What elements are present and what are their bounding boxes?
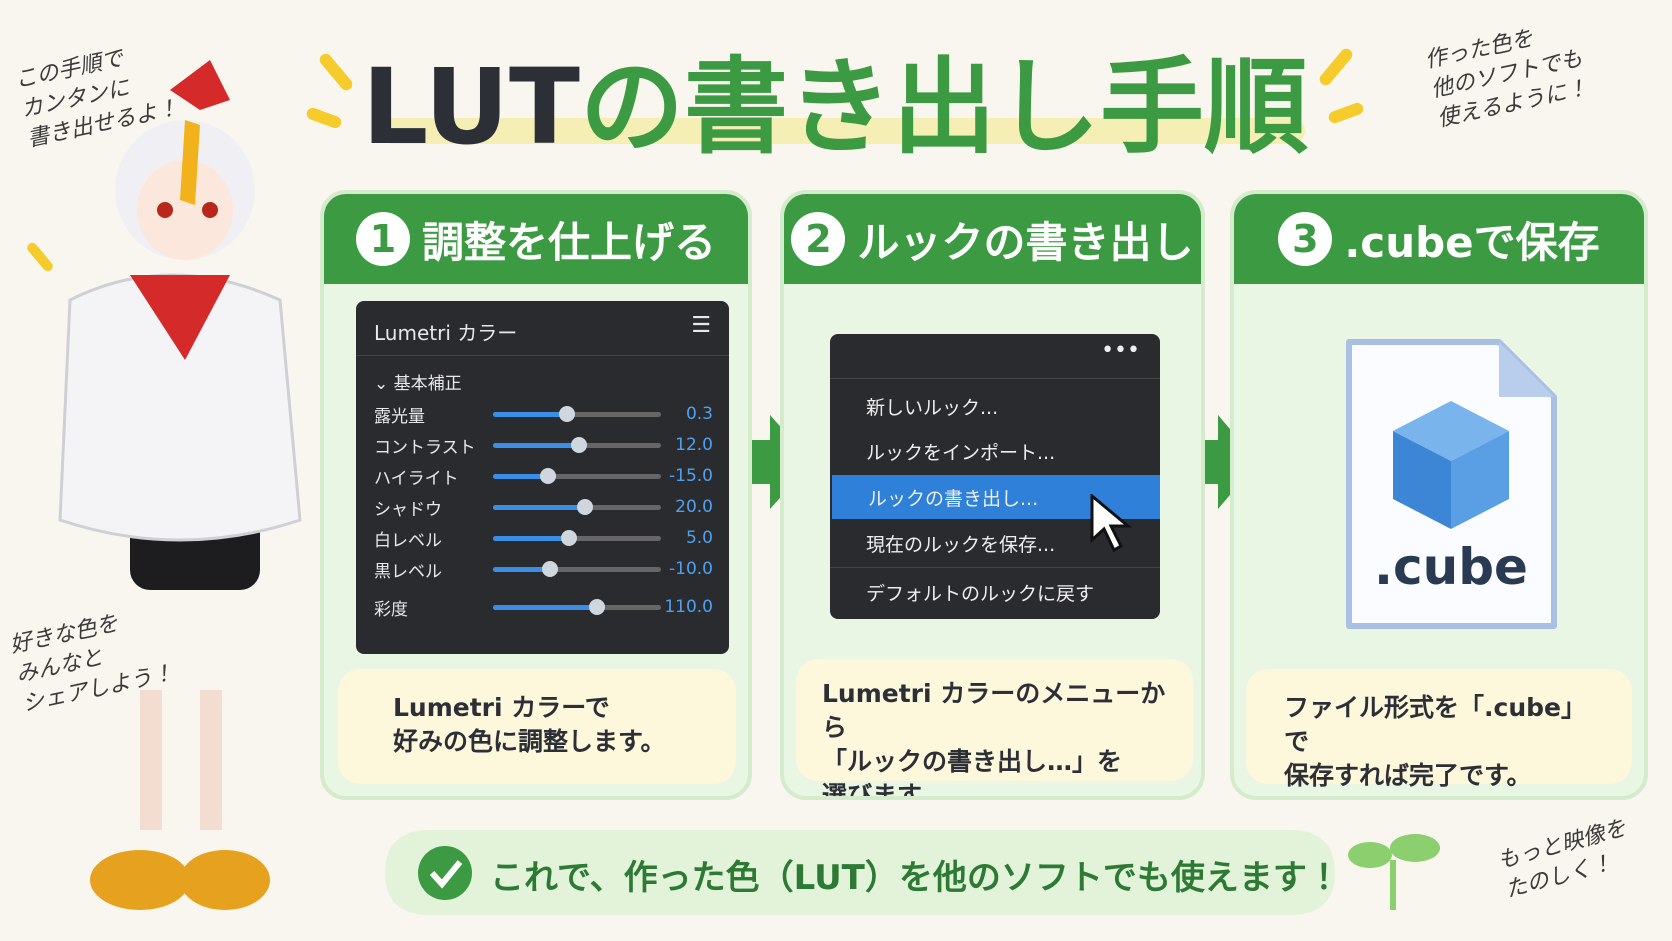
panel-title: Lumetri カラー xyxy=(374,321,518,345)
slider-fill xyxy=(493,504,586,510)
slider-knob xyxy=(558,405,575,422)
caption-line: 保存すれば完了です。 xyxy=(1284,761,1532,790)
step-header: 3 .cubeで保存 xyxy=(1234,194,1644,284)
caption-line: 選びます。 xyxy=(822,781,945,800)
footer-message: これで、作った色（LUT）を他のソフトでも使えます！ xyxy=(490,858,1341,898)
cursor xyxy=(1090,494,1133,553)
step-card: 1 調整を仕上げる Lumetri カラー ☰ ⌄ 基本補正 露光量 0.3 コントラ… xyxy=(320,190,752,800)
divider xyxy=(356,355,729,356)
step-title: .cubeで保存 xyxy=(1344,217,1600,267)
slider-fill xyxy=(493,411,567,417)
divider xyxy=(830,378,1160,379)
slider-value: 5.0 xyxy=(685,528,713,548)
menu-item[interactable]: ルックをインポート... xyxy=(866,441,1056,464)
slider-fill xyxy=(493,604,598,610)
slider-track[interactable] xyxy=(493,436,661,453)
slider-fill xyxy=(493,473,549,479)
title-rest: の書き出し手順 xyxy=(579,46,1308,168)
slider-value: 110.0 xyxy=(664,597,713,617)
slider-knob xyxy=(589,598,606,615)
slider-value: 20.0 xyxy=(675,497,713,517)
divider xyxy=(830,567,1160,568)
step-caption: Lumetri カラーで好みの色に調整します。 xyxy=(338,669,736,784)
lumetri-panel: Lumetri カラー ☰ ⌄ 基本補正 露光量 0.3 コントラスト 12.0 ハイラ… xyxy=(356,301,729,654)
menu-item[interactable]: 新しいルック... xyxy=(866,396,999,419)
slider-value: -15.0 xyxy=(669,466,713,486)
slider-label: 彩度 xyxy=(374,599,408,620)
step-title: 調整を仕上げる xyxy=(421,217,716,267)
menu-item[interactable]: 現在のルックを保存... xyxy=(866,533,1056,556)
slider-label: 露光量 xyxy=(374,406,425,427)
slider-track[interactable] xyxy=(493,560,661,577)
section-title: 基本補正 xyxy=(393,374,462,394)
slider-knob xyxy=(570,436,587,453)
slider-label: シャドウ xyxy=(374,499,442,520)
slider-knob xyxy=(560,529,577,546)
title: LUTの書き出し手順 xyxy=(360,22,1310,173)
slider-knob xyxy=(542,560,559,577)
step-title: ルックの書き出し xyxy=(857,217,1194,267)
slider-row: 露光量 0.3 xyxy=(374,399,713,429)
slider-row: 白レベル 5.0 xyxy=(374,523,713,553)
slider-track[interactable] xyxy=(493,529,661,546)
step-number: 2 xyxy=(791,212,846,266)
step-card: 2 ルックの書き出し ••• 新しいルック... ルックをインポート... ルック… xyxy=(780,190,1205,800)
slider-track[interactable] xyxy=(493,598,661,615)
caption-line: 好みの色に調整します。 xyxy=(393,727,666,756)
slider-fill xyxy=(493,535,569,541)
step-header: 2 ルックの書き出し xyxy=(784,194,1201,284)
step-header: 1 調整を仕上げる xyxy=(324,194,748,284)
step-caption: ファイル形式を「.cube」で保存すれば完了です。 xyxy=(1246,669,1632,790)
step-number: 1 xyxy=(355,212,410,266)
menu-icon[interactable]: ☰ xyxy=(691,313,711,338)
slider-row: 彩度 110.0 xyxy=(374,592,713,622)
step-number: 3 xyxy=(1278,212,1333,266)
slider-value: 12.0 xyxy=(675,435,713,455)
title-lead: LUT xyxy=(362,46,580,168)
slider-label: コントラスト xyxy=(374,437,476,458)
slider-row: ハイライト -15.0 xyxy=(374,461,713,491)
arrows xyxy=(738,415,1258,509)
footer-box xyxy=(385,830,1335,915)
slider-label: 黒レベル xyxy=(374,561,442,582)
cube-file: .cube xyxy=(1346,339,1557,629)
section[interactable]: ⌄ 基本補正 xyxy=(374,374,462,394)
character xyxy=(58,60,302,910)
slider-label: ハイライト xyxy=(374,468,459,489)
slider-track[interactable] xyxy=(493,498,661,515)
menu-item[interactable]: デフォルトのルックに戻す xyxy=(866,582,1095,605)
slider-knob xyxy=(540,467,557,484)
slider-knob xyxy=(577,498,594,515)
slider-label: 白レベル xyxy=(374,530,442,551)
step-caption: Lumetri カラーのメニューから 「ルックの書き出し…」を 選びます。 xyxy=(796,659,1193,796)
more-icon[interactable]: ••• xyxy=(1101,338,1140,363)
caption-line: Lumetri カラーのメニューから xyxy=(822,679,1166,742)
check-mark xyxy=(429,860,463,889)
look-menu: ••• 新しいルック... ルックをインポート... ルックの書き出し... 現… xyxy=(830,334,1160,619)
caption-line: Lumetri カラーで xyxy=(393,693,610,722)
step-card: 3 .cubeで保存 .cube ファイル形式を「.cube」で保存すれば完了です… xyxy=(1230,190,1648,800)
title-highlight xyxy=(380,118,1305,144)
slider-value: -10.0 xyxy=(669,559,713,579)
slider-value: 0.3 xyxy=(685,404,713,424)
slider-row: シャドウ 20.0 xyxy=(374,492,713,522)
slider-track[interactable] xyxy=(493,405,661,422)
slider-track[interactable] xyxy=(493,467,661,484)
slider-fill xyxy=(493,442,579,448)
caption-line: ファイル形式を「.cube」で xyxy=(1284,693,1586,756)
file-label: .cube xyxy=(1374,538,1528,596)
slider-fill xyxy=(493,566,551,572)
slider-row: コントラスト 12.0 xyxy=(374,430,713,460)
slider-row: 黒レベル -10.0 xyxy=(374,554,713,584)
caption-line: 「ルックの書き出し…」を xyxy=(822,747,1123,776)
check-circle xyxy=(418,846,472,900)
sprout xyxy=(1348,834,1440,910)
